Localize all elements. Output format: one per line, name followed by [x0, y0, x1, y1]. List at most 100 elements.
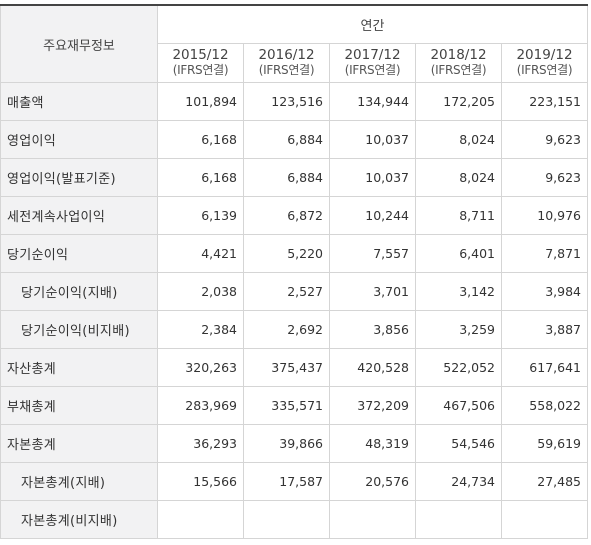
row-label: 자본총계(지배)	[0, 462, 158, 501]
table-row: 매출액 101,894 123,516 134,944 172,205 223,151	[0, 82, 588, 121]
row-label: 매출액	[0, 82, 158, 121]
row-label: 부채총계	[0, 386, 158, 425]
accounting-basis-label: (IFRS연결)	[344, 63, 401, 77]
value-cell: 172,205	[415, 82, 502, 121]
row-label: 당기순이익(지배)	[0, 272, 158, 311]
value-cell: 10,037	[329, 158, 416, 197]
value-cell: 3,259	[415, 310, 502, 349]
value-cell: 6,884	[243, 158, 330, 197]
value-cell: 10,244	[329, 196, 416, 235]
value-cell: 420,528	[329, 348, 416, 387]
row-label: 자본총계	[0, 424, 158, 463]
year-column-header: 2017/12 (IFRS연결)	[329, 43, 416, 83]
financial-summary-table: 주요재무정보 연간 2015/12 (IFRS연결) 2016/12 (IFRS연결)…	[0, 4, 588, 539]
value-cell: 8,024	[415, 120, 502, 159]
value-cell: 6,884	[243, 120, 330, 159]
value-cell: 3,887	[501, 310, 588, 349]
value-cell: 48,319	[329, 424, 416, 463]
table-row: 당기순이익(비지배) 2,384 2,692 3,856 3,259 3,887	[0, 310, 588, 349]
value-cell	[243, 500, 330, 539]
year-label: 2016/12	[258, 47, 315, 63]
row-label: 자산총계	[0, 348, 158, 387]
value-cell: 320,263	[157, 348, 244, 387]
accounting-basis-label: (IFRS연결)	[516, 63, 573, 77]
table-row: 자산총계 320,263 375,437 420,528 522,052 617,641	[0, 348, 588, 387]
value-cell: 3,701	[329, 272, 416, 311]
value-cell: 15,566	[157, 462, 244, 501]
value-cell: 7,557	[329, 234, 416, 273]
row-label: 자본총계(비지배)	[0, 500, 158, 539]
value-cell: 372,209	[329, 386, 416, 425]
year-column-header: 2019/12 (IFRS연결)	[501, 43, 588, 83]
value-cell: 2,384	[157, 310, 244, 349]
value-cell: 39,866	[243, 424, 330, 463]
value-cell: 6,401	[415, 234, 502, 273]
table-row: 영업이익(발표기준) 6,168 6,884 10,037 8,024 9,623	[0, 158, 588, 197]
value-cell: 54,546	[415, 424, 502, 463]
year-column-header: 2016/12 (IFRS연결)	[243, 43, 330, 83]
value-cell: 467,506	[415, 386, 502, 425]
value-cell: 3,984	[501, 272, 588, 311]
value-cell: 3,142	[415, 272, 502, 311]
value-cell: 59,619	[501, 424, 588, 463]
value-cell: 2,692	[243, 310, 330, 349]
value-cell: 6,168	[157, 120, 244, 159]
year-label: 2017/12	[344, 47, 401, 63]
value-cell: 20,576	[329, 462, 416, 501]
value-cell: 123,516	[243, 82, 330, 121]
value-cell: 9,623	[501, 158, 588, 197]
table-body: 매출액 101,894 123,516 134,944 172,205 223,151 영업…	[0, 82, 588, 539]
value-cell: 6,139	[157, 196, 244, 235]
year-header-row: 2015/12 (IFRS연결) 2016/12 (IFRS연결) 2017/12 (IF…	[1, 43, 588, 83]
value-cell: 134,944	[329, 82, 416, 121]
value-cell: 3,856	[329, 310, 416, 349]
value-cell: 2,038	[157, 272, 244, 311]
value-cell: 24,734	[415, 462, 502, 501]
value-cell: 8,024	[415, 158, 502, 197]
table-row: 세전계속사업이익 6,139 6,872 10,244 8,711 10,976	[0, 196, 588, 235]
value-cell: 10,037	[329, 120, 416, 159]
table-row: 부채총계 283,969 335,571 372,209 467,506 558,022	[0, 386, 588, 425]
value-cell: 617,641	[501, 348, 588, 387]
table-row: 영업이익 6,168 6,884 10,037 8,024 9,623	[0, 120, 588, 159]
value-cell: 335,571	[243, 386, 330, 425]
year-column-header: 2018/12 (IFRS연결)	[415, 43, 502, 83]
table-corner-label: 주요재무정보	[0, 4, 158, 83]
value-cell: 6,168	[157, 158, 244, 197]
accounting-basis-label: (IFRS연결)	[172, 63, 229, 77]
value-cell: 36,293	[157, 424, 244, 463]
value-cell: 5,220	[243, 234, 330, 273]
value-cell: 10,976	[501, 196, 588, 235]
table-row: 자본총계 36,293 39,866 48,319 54,546 59,619	[0, 424, 588, 463]
table-row: 자본총계(지배) 15,566 17,587 20,576 24,734 27,485	[0, 462, 588, 501]
table-row: 당기순이익 4,421 5,220 7,557 6,401 7,871	[0, 234, 588, 273]
value-cell: 558,022	[501, 386, 588, 425]
value-cell: 9,623	[501, 120, 588, 159]
year-label: 2015/12	[172, 47, 229, 63]
value-cell: 223,151	[501, 82, 588, 121]
row-label: 당기순이익	[0, 234, 158, 273]
year-label: 2018/12	[430, 47, 487, 63]
accounting-basis-label: (IFRS연결)	[430, 63, 487, 77]
value-cell: 522,052	[415, 348, 502, 387]
annual-group-header: 연간	[157, 4, 588, 44]
value-cell	[415, 500, 502, 539]
accounting-basis-label: (IFRS연결)	[258, 63, 315, 77]
value-cell: 101,894	[157, 82, 244, 121]
row-label: 세전계속사업이익	[0, 196, 158, 235]
value-cell: 283,969	[157, 386, 244, 425]
value-cell: 7,871	[501, 234, 588, 273]
table-row: 당기순이익(지배) 2,038 2,527 3,701 3,142 3,984	[0, 272, 588, 311]
year-label: 2019/12	[516, 47, 573, 63]
row-label: 영업이익	[0, 120, 158, 159]
value-cell	[501, 500, 588, 539]
value-cell: 4,421	[157, 234, 244, 273]
value-cell: 8,711	[415, 196, 502, 235]
value-cell	[329, 500, 416, 539]
value-cell: 27,485	[501, 462, 588, 501]
value-cell	[157, 500, 244, 539]
row-label: 당기순이익(비지배)	[0, 310, 158, 349]
table-row: 자본총계(비지배)	[0, 500, 588, 539]
value-cell: 17,587	[243, 462, 330, 501]
value-cell: 2,527	[243, 272, 330, 311]
